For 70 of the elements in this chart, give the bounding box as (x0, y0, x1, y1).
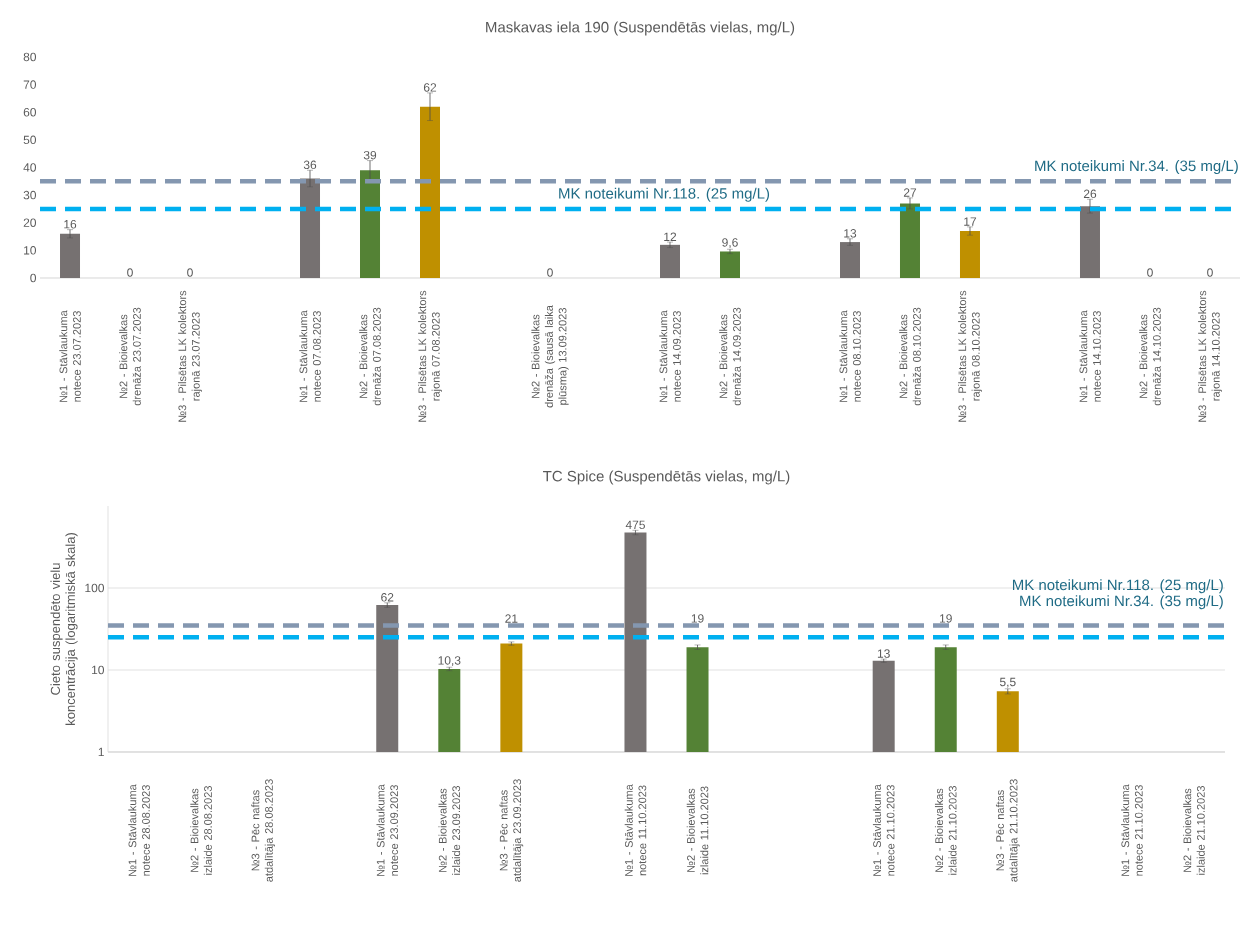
y-tick-label: 10 (92, 665, 105, 675)
ref-line-label: MK noteikumi Nr.118. (25 mg/L) (559, 187, 770, 202)
x-tick-label: №3 - Pilsētas LK kolektors rajonā 23.07.2023 (178, 290, 202, 422)
data-label: 21 (505, 614, 518, 623)
x-tick-label: №3 - Pilsētas LK kolektors rajonā 14.10.2023 (1198, 290, 1222, 422)
x-tick-label: №1 - Stāvlaukuma notece 11.10.2023 (624, 784, 647, 876)
y-tick-label: 70 (23, 80, 37, 89)
x-tick-label: №2 - Bioievalkas izlaide 21.10.2023 (1183, 786, 1205, 875)
ref-line-label: MK noteikumi Nr.34. (35 mg/L) (1035, 160, 1238, 175)
y-tick-label: 0 (30, 273, 37, 283)
x-tick-label: №1 - Stāvlaukuma notece 14.09.2023 (659, 310, 681, 402)
y-tick-label: 30 (23, 190, 37, 200)
data-label: 27 (903, 188, 917, 197)
x-tick-label: №1 - Stāvlaukuma notece 08.10.2023 (839, 310, 861, 402)
data-label: 12 (664, 232, 677, 241)
data-label: 0 (187, 268, 193, 277)
x-tick-label: №2 - Bioievalkas izlaide 28.08.2023 (190, 786, 212, 875)
data-label: 62 (423, 83, 437, 92)
y-tick-label: 1 (98, 747, 104, 757)
x-tick-label: №2 - Bioievalkas drenāža (sausā laika plūsma) 13.09.2023 (531, 305, 569, 408)
x-tick-label: №2 - Bioievalkas drenāža 07.08.2023 (359, 307, 381, 406)
x-tick-label: №1 - Stāvlaukuma notece 28.08.2023 (128, 784, 150, 876)
x-tick-label: №3 - Pēc naftas atdalītāja 28.08.2023 (251, 779, 276, 882)
x-tick-label: №1 - Stāvlaukuma notece 07.08.2023 (299, 310, 321, 402)
data-label: 16 (64, 220, 77, 229)
data-label: 9,6 (722, 238, 738, 249)
x-tick-label: №2 - Bioievalkas drenāža 08.10.2023 (899, 307, 921, 406)
data-label: 39 (363, 150, 377, 160)
y-tick-label: 100 (85, 583, 105, 593)
data-label: 36 (303, 160, 317, 170)
x-tick-label: №2 - Bioievalkas drenāža 14.09.2023 (719, 307, 741, 406)
data-label: 0 (547, 268, 553, 277)
data-label: 10,3 (438, 656, 461, 667)
data-label: 0 (127, 268, 133, 277)
x-tick-label: №3 - Pēc naftas atdalītāja 21.10.2023 (995, 779, 1020, 882)
x-tick-label: №1 - Stāvlaukuma notece 14.10.2023 (1079, 310, 1101, 402)
ref-line-label: MK noteikumi Nr.118. (25 mg/L) (1012, 579, 1223, 594)
chart-title: Maskavas iela 190 (Suspendētās vielas, mg/L) (486, 21, 795, 36)
data-label: 19 (691, 614, 704, 623)
x-tick-label: №1 - Stāvlaukuma notece 21.10.2023 (1121, 784, 1143, 876)
y-tick-label: 20 (23, 218, 37, 227)
x-tick-label: №2 - Bioievalkas drenāža 14.10.2023 (1139, 307, 1161, 406)
x-tick-label: №2 - Bioievalkas drenāža 23.07.2023 (119, 307, 141, 406)
x-tick-label: №2 - Bioievalkas izlaide 23.09.2023 (438, 786, 461, 875)
x-tick-label: №3 - Pilsētas LK kolektors rajonā 08.10.2023 (958, 290, 982, 422)
x-tick-label: №3 - Pilsētas LK kolektors rajonā 07.08.2023 (418, 290, 442, 422)
data-label: 17 (964, 217, 977, 226)
chart-title: TC Spice (Suspendētās vielas, mg/L) (543, 470, 790, 485)
x-tick-label: №2 - Bioievalkas izlaide 21.10.2023 (934, 786, 957, 875)
x-tick-label: №2 - Bioievalkas izlaide 11.10.2023 (686, 786, 709, 875)
x-tick-label: №1 - Stāvlaukuma notece 23.07.2023 (59, 310, 81, 402)
x-tick-label: №1 - Stāvlaukuma notece 21.10.2023 (872, 784, 895, 876)
y-tick-label: 50 (23, 135, 37, 145)
data-label: 26 (1083, 189, 1097, 199)
y-tick-label: 10 (24, 246, 37, 255)
y-axis-title: Cieto suspendēto vielu koncentrācija (logaritmiskā skala) (50, 533, 78, 725)
y-tick-label: 60 (23, 108, 37, 117)
x-tick-label: №1 - Stāvlaukuma notece 23.09.2023 (376, 784, 399, 876)
data-label: 13 (877, 649, 890, 658)
data-label: 5,5 (999, 677, 1016, 688)
x-tick-label: №3 - Pēc naftas atdalītāja 23.09.2023 (499, 779, 524, 882)
data-label: 0 (1147, 268, 1153, 277)
y-tick-label: 80 (23, 52, 37, 62)
data-label: 475 (625, 520, 645, 530)
y-tick-label: 40 (23, 163, 37, 172)
data-label: 0 (1207, 268, 1213, 277)
data-label: 19 (939, 614, 952, 623)
data-label: 62 (381, 593, 394, 602)
data-label: 13 (844, 229, 857, 238)
ref-line-label: MK noteikumi Nr.34. (35 mg/L) (1020, 595, 1223, 610)
